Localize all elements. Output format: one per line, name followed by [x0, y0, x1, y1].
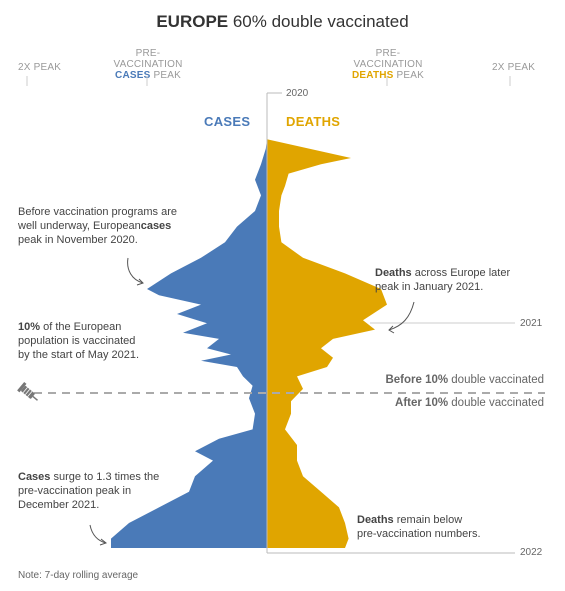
deaths-series-label: DEATHS	[286, 114, 341, 129]
annotation-deaths-peak-line1: across Europe later	[411, 267, 511, 279]
cases-area	[111, 133, 267, 548]
year-2021-label: 2021	[520, 318, 543, 329]
annotation-ten-percent-line3: by the start of May 2021.	[18, 349, 140, 361]
annotation-ten-percent-line1: of the European	[40, 321, 122, 333]
scale-right-pre: PRE-VACCINATION DEATHS PEAK	[344, 48, 432, 81]
scale-left-pre-rest: PEAK	[150, 70, 181, 81]
annotation-cases-surge-line1: surge to 1.3 times the	[50, 471, 160, 483]
areas-group	[111, 133, 387, 548]
after-10pct-bold: After 10%	[395, 397, 449, 409]
arrow-cases-peak	[127, 257, 144, 284]
deaths-area	[267, 133, 387, 548]
scale-left-pre-line1: PRE-VACCINATION	[113, 48, 183, 70]
arrowhead-cases-surge	[99, 538, 108, 546]
annotation-cases-peak-line2: well underway, European	[18, 220, 141, 232]
annotation-deaths-below-line1: remain below	[393, 514, 463, 526]
arrowhead-deaths-peak	[388, 325, 395, 334]
annotation-ten-percent-bold: 10%	[18, 321, 41, 333]
year-2020-label: 2020	[286, 88, 309, 99]
annotation-cases-peak: Before vaccination programs are well und…	[18, 205, 208, 247]
annotation-deaths-below-line2: pre-vaccination numbers.	[357, 528, 481, 540]
annotation-cases-peak-bold: cases	[140, 220, 172, 232]
before-10pct-label: Before 10% double vaccinated	[385, 374, 544, 386]
before-10pct-bold: Before 10%	[385, 374, 449, 386]
scale-left-pre-bold: CASES	[115, 70, 151, 81]
scale-left-2x: 2X PEAK	[18, 62, 62, 73]
scale-right-pre-bold: DEATHS	[351, 70, 394, 81]
arrowhead-cases-peak	[136, 278, 144, 286]
chart-title: EUROPE 60% double vaccinated	[0, 12, 565, 32]
syringe-icon	[17, 381, 38, 401]
annotation-cases-peak-line3: peak in November 2020.	[18, 234, 138, 246]
arrow-deaths-peak	[388, 301, 415, 331]
after-10pct-rest: double vaccinated	[448, 397, 544, 409]
scale-right-2x: 2X PEAK	[492, 62, 536, 73]
cases-series-label: CASES	[204, 114, 251, 129]
annotation-ten-percent: 10% of the European population is vaccin…	[18, 320, 168, 362]
scale-left-pre: PRE-VACCINATION CASES PEAK	[104, 48, 192, 81]
annotation-deaths-peak-bold: Deaths	[375, 267, 412, 279]
annotation-deaths-peak-line2: peak in January 2021.	[375, 281, 484, 293]
scale-right-pre-rest: PEAK	[393, 70, 425, 81]
annotation-cases-surge-bold: Cases	[18, 471, 51, 483]
annotation-deaths-below: Deaths remain below pre-vaccination numb…	[357, 513, 527, 541]
title-subtitle: 60% double vaccinated	[228, 12, 409, 31]
annotation-deaths-below-bold: Deaths	[357, 514, 394, 526]
after-10pct-label: After 10% double vaccinated	[395, 397, 544, 409]
annotation-cases-peak-line1: Before vaccination programs are	[18, 206, 177, 218]
annotation-cases-surge: Cases surge to 1.3 times the pre-vaccina…	[18, 470, 188, 512]
before-10pct-rest: double vaccinated	[448, 374, 544, 386]
annotation-cases-surge-line2: pre-vaccination peak in	[18, 485, 132, 497]
annotation-deaths-peak: Deaths across Europe later peak in Janua…	[375, 266, 545, 294]
annotation-cases-surge-line3: December 2021.	[18, 499, 100, 511]
title-region: EUROPE	[156, 12, 229, 31]
footer-note: Note: 7-day rolling average	[18, 570, 139, 581]
arrow-cases-surge	[89, 524, 107, 544]
scale-right-pre-line1: PRE-VACCINATION	[353, 48, 423, 70]
annotation-ten-percent-line2: population is vaccinated	[18, 335, 136, 347]
year-2022-label: 2022	[520, 547, 543, 558]
